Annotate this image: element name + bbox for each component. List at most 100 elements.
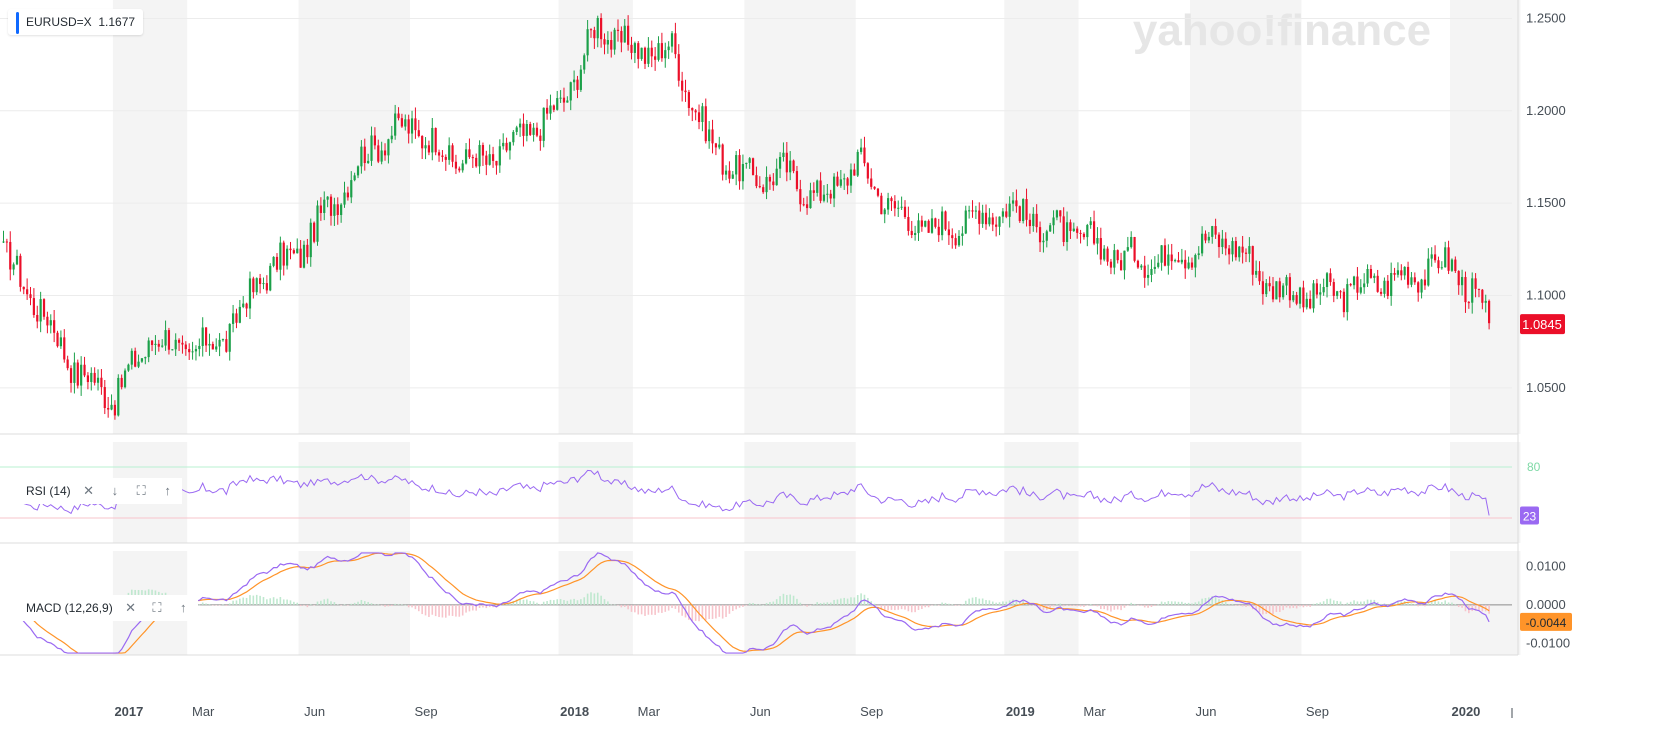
macd-histogram-bar — [873, 603, 876, 605]
macd-histogram-bar — [991, 601, 994, 605]
macd-histogram-bar — [1353, 600, 1355, 605]
candle-body — [903, 206, 907, 217]
candle-body — [1400, 270, 1403, 276]
candle-body — [1136, 260, 1140, 268]
candle-body — [336, 204, 339, 216]
rsi-current-marker — [1520, 506, 1539, 525]
candle-body — [579, 69, 582, 90]
candle-body — [22, 286, 25, 290]
macd-histogram-bar — [1255, 604, 1257, 611]
macd-histogram-bar — [620, 604, 623, 608]
candle-body — [978, 210, 981, 224]
macd-histogram-bar — [1231, 603, 1234, 605]
candle-body — [1184, 259, 1187, 269]
candle-body — [1086, 225, 1089, 238]
candle-body — [255, 278, 258, 293]
close-icon[interactable]: ✕ — [83, 483, 94, 498]
macd-histogram-bar — [546, 601, 548, 605]
candle-body — [995, 224, 998, 227]
candle-body — [566, 100, 569, 103]
candle-body — [319, 205, 322, 214]
candle-body — [1089, 221, 1092, 226]
candle-body — [593, 30, 596, 39]
candle-body — [633, 43, 636, 53]
macd-histogram-bar — [1481, 604, 1484, 612]
candle-body — [1207, 236, 1210, 241]
candle-body — [907, 216, 910, 231]
macd-histogram-bar — [1127, 604, 1129, 606]
macd-histogram-bar — [1302, 604, 1305, 608]
candle-body — [468, 149, 471, 158]
macd-histogram-bar — [596, 592, 599, 605]
arrow-up-icon[interactable]: ↑ — [164, 483, 171, 498]
candle-body — [204, 327, 208, 346]
candle-body — [1488, 300, 1491, 324]
candle-body — [721, 144, 724, 175]
candle-body — [1194, 255, 1197, 268]
time-band — [1189, 442, 1302, 543]
macd-histogram-bar — [1221, 599, 1224, 605]
arrow-down-icon[interactable]: ↓ — [111, 483, 119, 498]
candle-body — [1170, 254, 1173, 262]
candle-body — [471, 157, 474, 159]
expand-icon[interactable]: ⛶ — [136, 483, 146, 498]
candle-body — [1072, 228, 1075, 232]
candle-body — [390, 135, 393, 140]
candle-body — [1369, 268, 1373, 278]
candle-body — [458, 168, 461, 171]
macd-histogram-bar — [1322, 601, 1325, 605]
macd-histogram-bar — [1248, 604, 1251, 607]
macd-tick-label: 0.0000 — [1526, 597, 1566, 612]
candle-body — [542, 107, 545, 141]
close-icon[interactable]: ✕ — [125, 600, 136, 615]
macd-histogram-bar — [198, 604, 201, 606]
candle-body — [1119, 260, 1123, 271]
macd-histogram-bar — [1018, 602, 1021, 605]
macd-histogram-bar — [1170, 601, 1173, 605]
macd-histogram-bar — [475, 604, 477, 611]
candle-body — [1069, 222, 1072, 232]
candle-body — [498, 146, 501, 166]
macd-histogram-bar — [789, 594, 791, 605]
macd-histogram-bar — [650, 604, 653, 615]
macd-histogram-bar — [542, 601, 545, 605]
macd-histogram-bar — [414, 604, 417, 610]
macd-histogram-bar — [1073, 604, 1075, 606]
candle-body — [1396, 270, 1400, 275]
candle-body — [53, 320, 56, 333]
macd-histogram-bar — [1410, 603, 1413, 605]
time-band — [558, 0, 633, 434]
macd-histogram-bar — [775, 599, 778, 605]
macd-histogram-bar — [249, 595, 251, 605]
macd-histogram-bar — [434, 604, 437, 617]
candle-body — [275, 256, 279, 270]
candle-body — [1022, 199, 1025, 222]
macd-histogram-bar — [201, 602, 204, 605]
macd-histogram-bar — [944, 602, 947, 605]
macd-histogram-bar — [772, 601, 775, 605]
x-axis-label: Jun — [304, 704, 325, 719]
macd-histogram-bar — [894, 604, 896, 611]
arrow-up-icon[interactable]: ↑ — [179, 600, 187, 615]
candle-body — [1332, 282, 1335, 296]
candle-body — [235, 313, 238, 323]
macd-histogram-bar — [796, 598, 798, 605]
candle-body — [208, 343, 211, 346]
macd-histogram-bar — [671, 604, 673, 609]
candle-body — [849, 169, 853, 186]
candle-body — [954, 238, 957, 246]
candle-body — [518, 123, 522, 128]
macd-histogram-bar — [299, 604, 302, 607]
time-band — [298, 442, 411, 543]
candle-body — [799, 189, 802, 205]
candle-body — [380, 150, 383, 162]
expand-icon[interactable]: ⛶ — [152, 600, 162, 615]
candle-body — [238, 306, 241, 323]
macd-histogram-bar — [762, 604, 764, 606]
time-band — [298, 0, 411, 434]
candle-body — [968, 210, 971, 212]
macd-histogram-bar — [647, 604, 650, 615]
macd-histogram-bar — [883, 604, 886, 612]
